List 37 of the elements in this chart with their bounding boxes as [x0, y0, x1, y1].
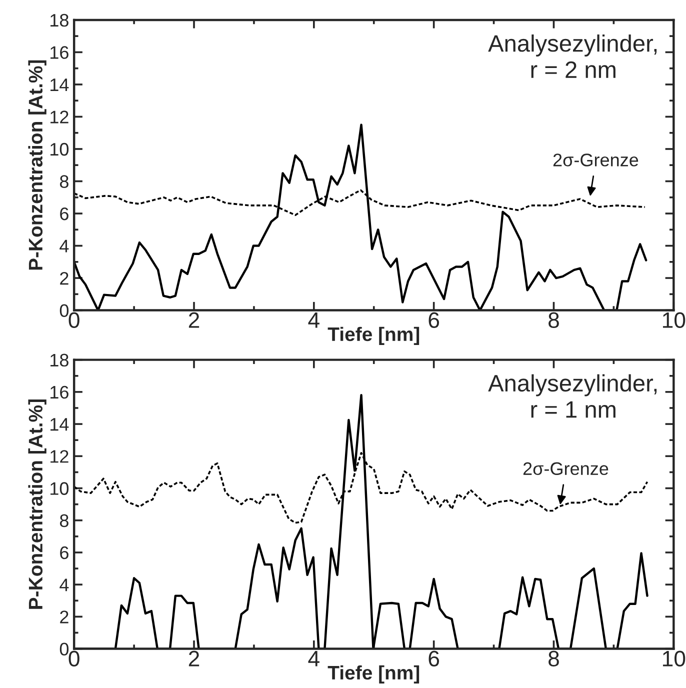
x-tick-label: 10	[662, 312, 686, 328]
annotation: 2σ-Grenze	[553, 154, 638, 166]
annotation: 2σ-Grenze	[523, 462, 608, 476]
x-tick-label: 10	[662, 650, 686, 666]
x-tick-label: 8	[548, 650, 559, 666]
y-tick-label: 14	[50, 78, 69, 92]
annotation: Analysezylinder, r = 2 nm	[488, 34, 657, 78]
y-tick-label: 6	[60, 207, 68, 220]
y-tick-label: 12	[50, 450, 68, 463]
x-axis-title: Tiefe [nm]	[328, 665, 420, 684]
y-tick-label: 18	[50, 14, 68, 27]
y-tick-label: 6	[60, 546, 68, 560]
y-tick-label: 4	[60, 240, 69, 252]
x-tick-label: 2	[188, 650, 200, 666]
x-axis-title: Tiefe [nm]	[328, 326, 420, 345]
annotation: Analysezylinder, r = 1 nm	[488, 374, 657, 418]
y-axis-title: P-Konzentration [At.%]	[28, 60, 46, 270]
y-tick-label: 10	[50, 142, 69, 156]
x-tick-label: 4	[308, 650, 320, 666]
x-tick-label: 8	[548, 312, 559, 328]
y-tick-label: 8	[60, 175, 68, 188]
y-tick-label: 10	[50, 482, 69, 495]
y-tick-label: 8	[60, 514, 68, 528]
y-tick-label: 2	[60, 272, 68, 285]
x-tick-label: 6	[428, 650, 440, 666]
y-tick-label: 2	[60, 610, 68, 624]
y-tick-label: 4	[60, 578, 69, 592]
y-tick-label: 18	[50, 354, 68, 367]
y-tick-label: 16	[50, 386, 68, 399]
x-tick-label: 6	[428, 312, 440, 328]
x-tick-label: 4	[308, 312, 320, 328]
x-tick-label: 2	[188, 312, 200, 328]
line-series	[74, 124, 648, 310]
y-axis-title: P-Konzentration [At.%]	[28, 400, 46, 609]
y-tick-label: 14	[50, 418, 69, 431]
y-tick-label: 12	[50, 110, 68, 124]
y-tick-label: 16	[50, 46, 68, 59]
